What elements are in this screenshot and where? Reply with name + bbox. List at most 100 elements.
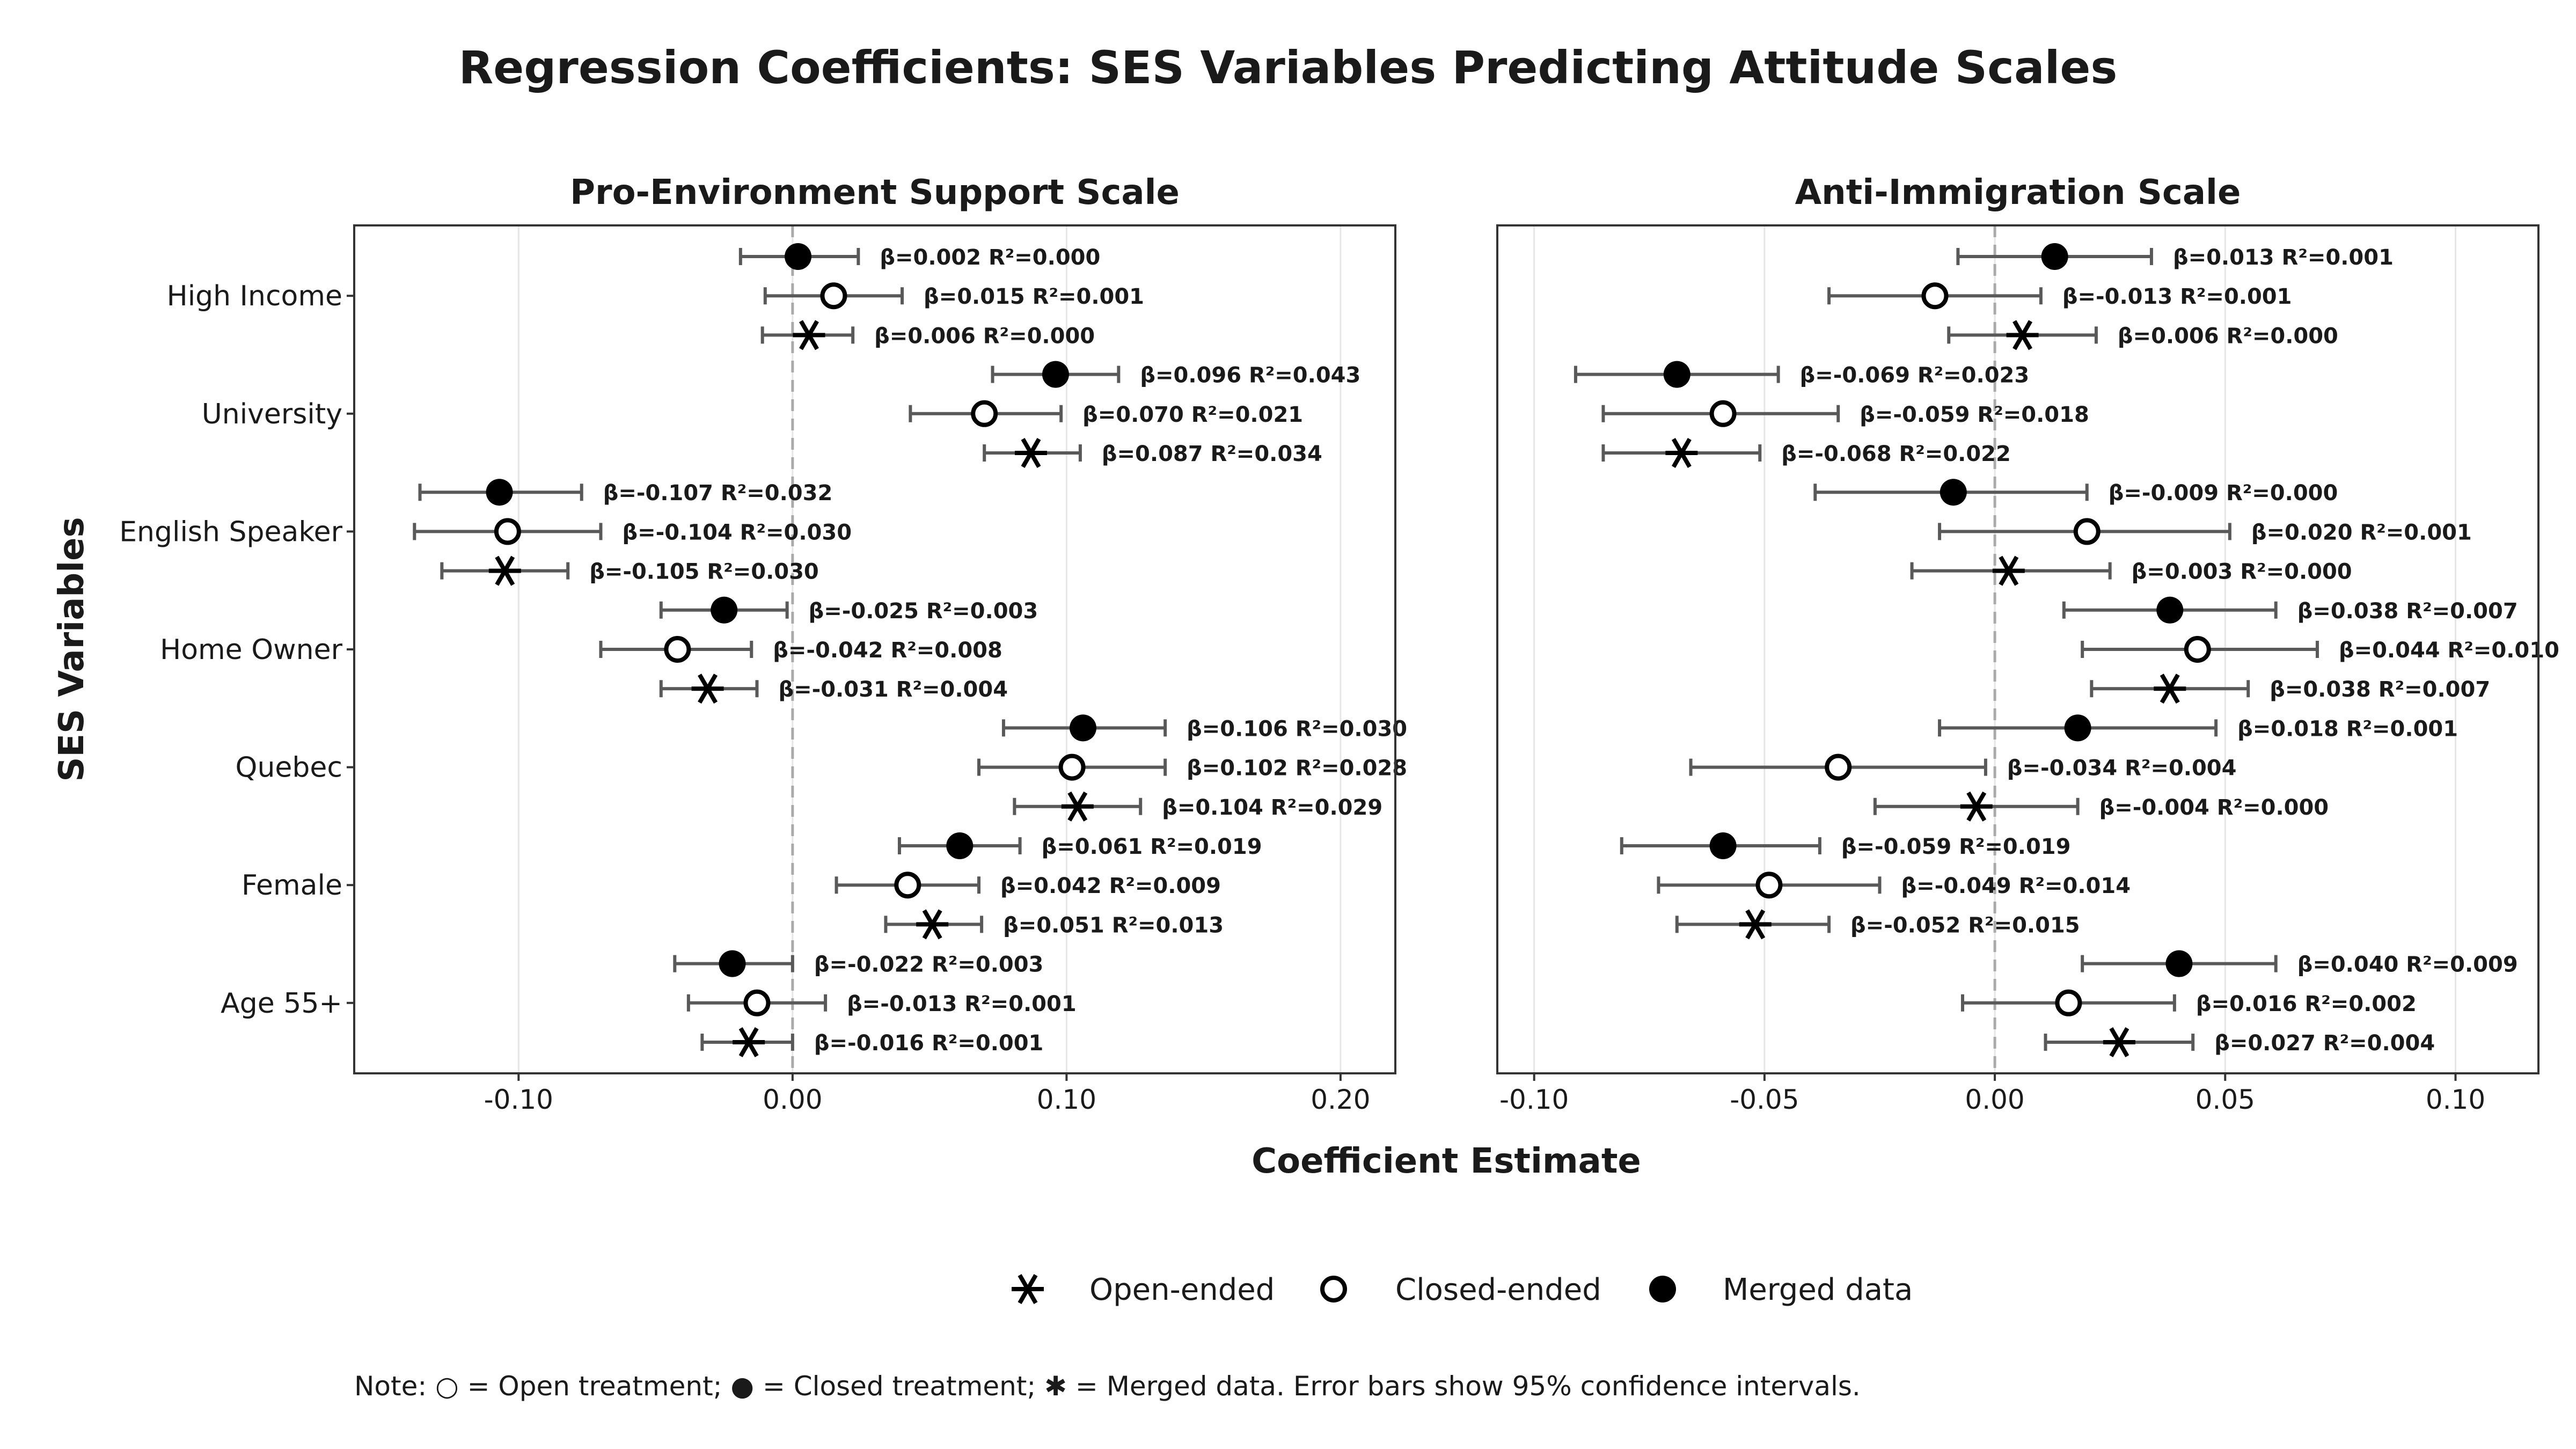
point-marker <box>793 320 825 350</box>
data-label: β=0.051 R²=0.013 <box>1003 913 1224 938</box>
point-marker <box>820 282 847 310</box>
x-tick-label: -0.10 <box>1499 1084 1569 1115</box>
point-marker <box>2154 674 2186 704</box>
data-label: β=0.102 R²=0.028 <box>1187 756 1407 781</box>
point-marker <box>1992 555 2025 586</box>
category-label: Quebec <box>236 752 342 784</box>
data-label: β=0.070 R²=0.021 <box>1082 402 1303 427</box>
point-marker <box>1960 791 1993 822</box>
point-marker <box>2006 320 2039 350</box>
point-marker <box>488 555 521 586</box>
legend-item: Merged data <box>1649 1272 1913 1307</box>
data-label: β=0.002 R²=0.000 <box>880 245 1100 270</box>
legend-item: Open-ended <box>1012 1272 1275 1307</box>
panel-title: Pro-Environment Support Scale <box>570 173 1180 213</box>
panel-2: Anti-Immigration Scale -0.10 -0.05 0.00 0.05… <box>1496 173 2559 1115</box>
point-marker <box>1921 282 1949 310</box>
data-label: β=-0.009 R²=0.000 <box>2109 481 2338 506</box>
data-label: β=0.018 R²=0.001 <box>2237 716 2458 741</box>
data-label: β=0.096 R²=0.043 <box>1140 363 1360 388</box>
point-marker <box>2064 714 2091 742</box>
point-marker <box>2184 636 2211 663</box>
point-marker <box>785 243 812 270</box>
data-label: β=0.015 R²=0.001 <box>924 284 1144 309</box>
point-marker <box>894 872 921 899</box>
data-label: β=-0.059 R²=0.018 <box>1860 402 2089 427</box>
point-marker <box>1739 909 1772 940</box>
data-label: β=0.106 R²=0.030 <box>1187 716 1407 741</box>
point-marker <box>946 832 974 859</box>
data-label: β=-0.049 R²=0.014 <box>1901 874 2131 898</box>
point-marker <box>743 989 771 1016</box>
data-label: β=-0.013 R²=0.001 <box>847 992 1077 1016</box>
category-label: High Income <box>167 280 342 312</box>
point-marker <box>1665 438 1698 468</box>
x-tick-label: 0.10 <box>1037 1084 1096 1115</box>
data-label: β=0.016 R²=0.002 <box>2196 992 2417 1016</box>
data-label: β=0.003 R²=0.000 <box>2132 560 2352 584</box>
point-marker <box>1709 400 1737 427</box>
point-marker <box>2156 596 2184 624</box>
data-label: β=0.104 R²=0.029 <box>1162 795 1382 820</box>
data-label: β=-0.069 R²=0.023 <box>1800 363 2030 388</box>
point-marker <box>719 950 746 977</box>
point-marker <box>1070 714 1096 742</box>
point-marker <box>2041 243 2068 270</box>
x-tick-label: -0.10 <box>484 1084 553 1115</box>
data-label: β=0.040 R²=0.009 <box>2297 953 2518 977</box>
panel-frame <box>353 224 1396 1074</box>
point-marker <box>1058 753 1086 781</box>
data-label: β=0.027 R²=0.004 <box>2214 1031 2435 1056</box>
panel-1: Pro-Environment Support Scale -0.10 0.00 0.… <box>119 173 1407 1115</box>
point-marker <box>1061 791 1094 822</box>
x-tick-label: 0.00 <box>1965 1084 2024 1115</box>
x-tick-label: 0.05 <box>2196 1084 2255 1115</box>
legend-item: Closed-ended <box>1320 1272 1601 1307</box>
data-label: β=-0.013 R²=0.001 <box>2062 284 2292 309</box>
point-marker <box>1663 361 1690 388</box>
point-marker <box>2055 989 2082 1016</box>
legend-marker-open-circle <box>1320 1276 1347 1302</box>
data-label: β=0.013 R²=0.001 <box>2173 245 2394 270</box>
data-label: β=-0.025 R²=0.003 <box>809 599 1038 624</box>
y-axis-label: SES Variables <box>52 517 92 781</box>
data-label: β=-0.022 R²=0.003 <box>814 953 1044 977</box>
x-tick-label: 0.00 <box>763 1084 822 1115</box>
x-tick-label: -0.05 <box>1730 1084 1799 1115</box>
point-marker <box>916 909 949 940</box>
x-tick-label: 0.20 <box>1311 1084 1370 1115</box>
data-label: β=-0.059 R²=0.019 <box>1841 835 2071 859</box>
point-marker <box>2103 1027 2135 1057</box>
panel-frame <box>1496 224 2540 1074</box>
point-marker <box>2073 518 2101 545</box>
panel-title: Anti-Immigration Scale <box>1795 173 2241 213</box>
data-label: β=-0.016 R²=0.001 <box>814 1031 1044 1056</box>
data-label: β=0.044 R²=0.010 <box>2339 638 2559 663</box>
data-label: β=-0.042 R²=0.008 <box>773 638 1002 663</box>
footnote: Note: ○ = Open treatment; ● = Closed tre… <box>354 1371 1861 1402</box>
point-marker <box>691 674 724 704</box>
legend-label: Merged data <box>1723 1272 1913 1307</box>
point-marker <box>711 596 738 624</box>
point-marker <box>1709 832 1737 859</box>
legend-label: Closed-ended <box>1395 1272 1601 1307</box>
point-marker <box>486 479 513 506</box>
data-label: β=0.038 R²=0.007 <box>2297 599 2518 624</box>
point-marker <box>1755 872 1783 899</box>
point-marker <box>1042 361 1069 388</box>
category-label: Home Owner <box>160 634 343 666</box>
data-label: β=-0.052 R²=0.015 <box>1850 913 2080 938</box>
data-label: β=-0.104 R²=0.030 <box>622 520 852 545</box>
data-label: β=0.087 R²=0.034 <box>1102 442 1322 466</box>
legend: Open-ended Closed-ended Merged data <box>1012 1272 1913 1307</box>
x-tick-label: 0.10 <box>2426 1084 2485 1115</box>
category-label: English Speaker <box>119 516 342 548</box>
point-marker <box>733 1027 765 1057</box>
data-label: β=0.020 R²=0.001 <box>2251 520 2472 545</box>
data-label: β=-0.107 R²=0.032 <box>603 481 833 506</box>
legend-label: Open-ended <box>1089 1272 1275 1307</box>
legend-marker-filled-circle <box>1649 1276 1676 1302</box>
data-label: β=0.006 R²=0.000 <box>2118 324 2338 348</box>
point-marker <box>971 400 998 427</box>
